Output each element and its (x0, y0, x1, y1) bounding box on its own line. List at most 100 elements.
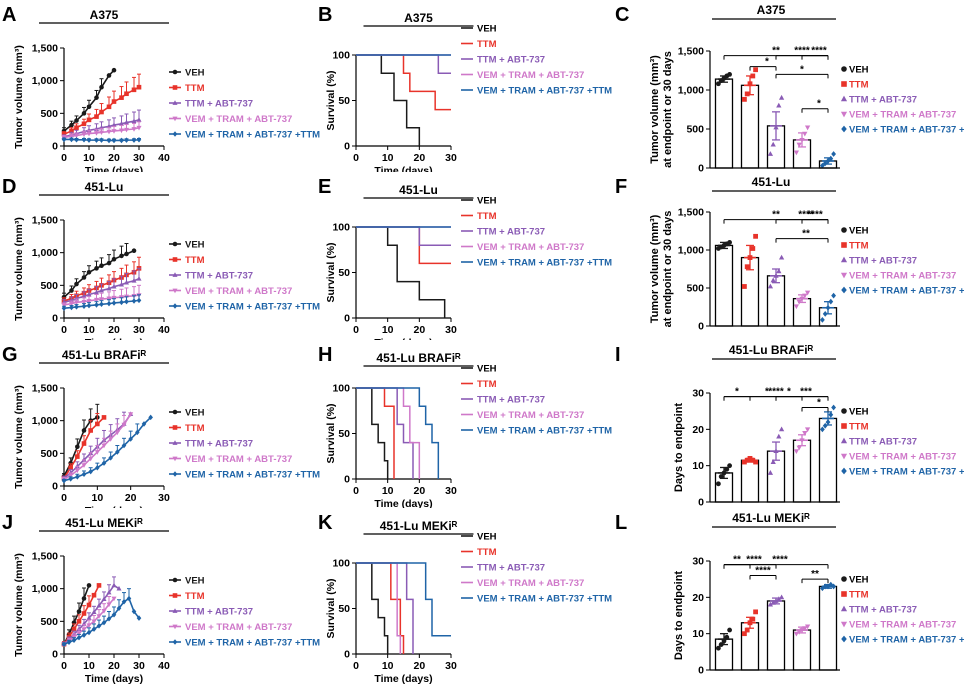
survival-line (356, 387, 389, 479)
data-point (106, 137, 112, 144)
data-point (91, 609, 97, 615)
x-axis-label: Time (days) (85, 337, 143, 340)
data-point (106, 296, 112, 302)
data-point (99, 263, 104, 269)
dot (770, 141, 776, 147)
dot (828, 411, 834, 418)
dot (770, 599, 776, 605)
data-point (118, 281, 125, 287)
data-point (111, 612, 117, 618)
dot (796, 629, 802, 635)
x-axis-label: Time (days) (85, 673, 143, 685)
x-tick-label: 30 (133, 152, 145, 164)
significance-brackets: * * * ******** (723, 387, 829, 412)
series-veh (61, 243, 137, 300)
dot (799, 628, 805, 633)
data-point (86, 104, 92, 110)
sig-label: **** (798, 210, 814, 221)
y-tick-label: 1,000 (678, 245, 704, 257)
series-vem_tram_abt (61, 121, 142, 141)
chart-a375-survival: 0 50 100 0 10 20 30 Time (days) Survival (%) A375… (325, 11, 612, 172)
dot (727, 463, 732, 469)
dot (831, 292, 836, 299)
y-axis-label-line2: at endpoint or 30 days (662, 51, 674, 168)
panel-letter-b: B (318, 4, 333, 26)
legend-marker (841, 81, 847, 87)
legend-marker (840, 272, 848, 279)
series-all (61, 136, 142, 144)
sig-label: **** (772, 555, 788, 566)
dot (767, 601, 774, 607)
dot (822, 422, 828, 429)
data-point (121, 598, 127, 605)
dot (796, 142, 802, 148)
x-tick-label: 0 (353, 324, 359, 336)
series-ttm_abt (356, 226, 451, 246)
dot (799, 438, 805, 444)
data-point (124, 298, 129, 305)
dot (793, 304, 800, 310)
data-point (69, 128, 74, 134)
data-point (81, 293, 87, 299)
y-tick-label: 1,000 (32, 247, 58, 259)
x-tick-label: 0 (353, 152, 359, 164)
bar (740, 459, 760, 503)
x-tick-label: 30 (158, 492, 170, 504)
dot (825, 419, 831, 425)
series-veh (356, 226, 446, 318)
chart-title: A375 (757, 3, 786, 17)
data-point (61, 478, 67, 484)
y-tick-label: 50 (338, 267, 350, 279)
series-veh (61, 403, 100, 479)
data-point (101, 619, 107, 626)
legend-label-vem_tram_abt: VEM + TRAM + ABT-737 (185, 286, 292, 297)
data-point (68, 301, 75, 307)
legend-label-vem_tram_abt: VEM + TRAM + ABT-737 (185, 114, 292, 125)
legend-marker (172, 288, 178, 294)
legend-label-vem_tram_abt: VEM + TRAM + ABT-737 (477, 242, 584, 253)
data-point (111, 582, 117, 588)
legend-label-ttm: TTM (849, 422, 869, 433)
bar-group-veh (714, 240, 734, 327)
dot (778, 594, 785, 600)
dot (831, 404, 836, 411)
x-tick-label: 10 (382, 152, 394, 164)
legend-label-veh: VEH (849, 65, 869, 76)
dot (753, 67, 758, 73)
data-point (88, 428, 93, 433)
x-tick-label: 40 (158, 660, 170, 672)
legend-label-ttm_abt: TTM + ABT-737 (185, 439, 253, 450)
legend-marker (172, 100, 178, 105)
dot (773, 448, 779, 454)
data-point (111, 596, 117, 602)
bar-group-ttm (740, 233, 760, 327)
data-point (61, 641, 67, 647)
sig-label: ** (733, 555, 741, 566)
y-tick-label: 0 (344, 141, 350, 153)
bar-group-ttm_abt (766, 594, 786, 671)
data-point (76, 631, 82, 636)
y-tick-label: 100 (332, 383, 350, 395)
dot (773, 124, 779, 130)
y-tick-label: 0 (344, 313, 350, 325)
data-point (69, 304, 74, 311)
data-point (119, 137, 124, 144)
x-axis-label: Time (days) (374, 498, 432, 508)
bar-group-ttm_abt (766, 254, 786, 327)
plot-group: 0 500 1,000 1,500 0 10 20 30 Time (days) Tumor vo… (13, 348, 170, 508)
legend-marker (840, 453, 848, 460)
data-point (116, 585, 122, 591)
legend-marker (840, 621, 848, 628)
legend-marker (172, 471, 178, 477)
data-point (76, 609, 82, 614)
legend-label-ttm: TTM (477, 211, 497, 222)
y-axis-label: Days to endpoint (673, 403, 685, 493)
x-tick-label: 0 (61, 152, 67, 164)
x-tick-label: 10 (382, 324, 394, 336)
series-ttm (61, 412, 107, 481)
series-ttm (61, 583, 102, 647)
data-point (106, 285, 112, 291)
panel-letter-j: J (2, 512, 14, 534)
legend: VEH TTM TTM + ABT-737 VEM + TRAM + ABT-737 V… (169, 576, 320, 649)
legend: VEH TTM TTM + ABT-737 VEM + TRAM + ABT-737 V… (169, 68, 320, 141)
